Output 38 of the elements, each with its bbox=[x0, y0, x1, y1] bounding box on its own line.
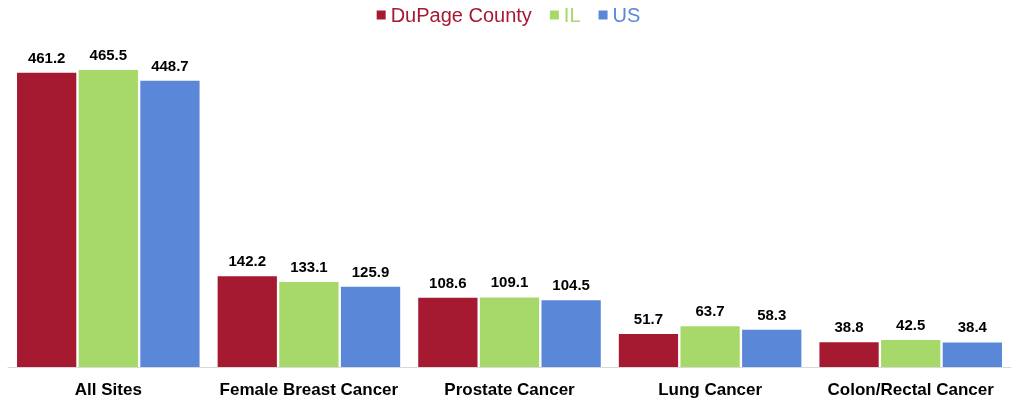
bar bbox=[418, 297, 478, 367]
bar bbox=[819, 342, 879, 367]
data-label: 448.7 bbox=[151, 56, 189, 74]
bar bbox=[618, 334, 679, 367]
bar bbox=[279, 282, 339, 367]
data-label: 38.8 bbox=[834, 318, 864, 336]
bar bbox=[881, 339, 941, 367]
legend-label: US bbox=[612, 4, 641, 26]
bar bbox=[742, 329, 802, 367]
x-tick-label: Prostate Cancer bbox=[444, 380, 576, 399]
data-label: 125.9 bbox=[351, 262, 390, 280]
legend-label: DuPage County bbox=[390, 4, 532, 26]
x-tick-label: Female Breast Cancer bbox=[219, 380, 399, 399]
data-label: 38.4 bbox=[957, 318, 988, 336]
bar bbox=[479, 297, 540, 367]
legend-label: IL bbox=[563, 4, 581, 26]
data-label: 133.1 bbox=[290, 258, 328, 276]
x-tick-label: All Sites bbox=[74, 380, 142, 399]
data-label: 104.5 bbox=[552, 276, 590, 294]
data-label: 108.6 bbox=[429, 273, 467, 291]
x-tick-label: Colon/Rectal Cancer bbox=[827, 380, 995, 399]
bar bbox=[942, 342, 1002, 367]
bar bbox=[78, 70, 138, 367]
bar bbox=[217, 276, 277, 367]
data-label: 109.1 bbox=[490, 273, 529, 291]
bar bbox=[680, 326, 740, 367]
x-tick-label: Lung Cancer bbox=[658, 380, 763, 399]
bar bbox=[340, 286, 401, 367]
data-label: 142.2 bbox=[228, 252, 267, 270]
data-label: 461.2 bbox=[27, 48, 66, 66]
data-label: 42.5 bbox=[896, 315, 926, 333]
data-label: 465.5 bbox=[89, 46, 128, 63]
bar bbox=[17, 72, 77, 367]
data-label: 51.7 bbox=[633, 310, 664, 328]
bar bbox=[140, 80, 200, 367]
data-label: 63.7 bbox=[695, 302, 725, 320]
bar bbox=[541, 300, 601, 367]
data-label: 58.3 bbox=[757, 305, 787, 323]
